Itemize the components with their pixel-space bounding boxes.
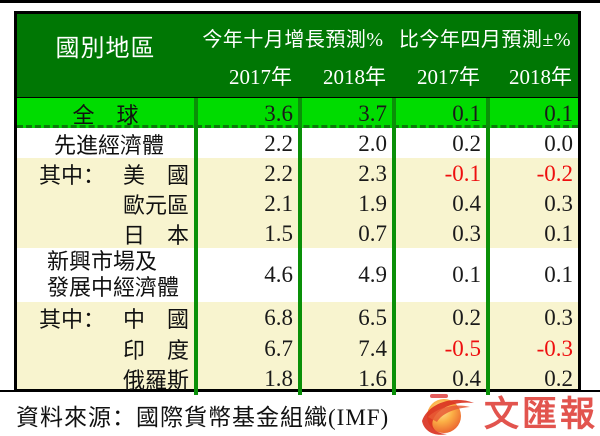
sun-swoosh-icon	[421, 399, 474, 435]
table-row: 日 本 1.5 0.7 0.3 0.1	[17, 218, 578, 250]
value-cell: 0.0	[486, 128, 578, 160]
region-name: 中 國	[122, 307, 189, 332]
value-cell: 0.7	[298, 218, 392, 250]
region-cell: 俄羅斯	[122, 368, 189, 393]
value-cell: 4.6	[194, 248, 298, 302]
value-cell: -0.1	[392, 158, 486, 190]
source-text: 資料來源：國際貨幣基金組織(IMF)	[16, 405, 390, 430]
region-cell: 其中： 美 國	[17, 158, 194, 190]
header-region-label: 國別地區	[55, 36, 156, 62]
top-rule	[0, 0, 600, 3]
value-cell: 0.1	[486, 218, 578, 250]
imf-forecast-table: 國別地區 今年十月增長預測% 比今年四月預測±% 2017年 2018年 201…	[14, 11, 581, 395]
table-row: 俄羅斯 1.8 1.6 0.4 0.2	[17, 363, 578, 395]
value-cell: 2.0	[298, 128, 392, 160]
value-cell: 6.8	[194, 302, 298, 334]
region-cell: 全 球	[72, 103, 139, 128]
region-cell: 其中： 中 國	[17, 302, 194, 334]
value-cell: 2.3	[298, 158, 392, 190]
value-cell: -0.3	[486, 333, 578, 365]
wenweipo-emblem-icon	[416, 393, 480, 436]
region-cell: 日 本	[122, 223, 189, 248]
value-cell: 2.2	[194, 128, 298, 160]
value-cell: 0.1	[486, 98, 578, 130]
value-cell: 0.1	[392, 248, 486, 302]
value-cell: 1.9	[298, 188, 392, 220]
table-row: 其中： 美 國 2.2 2.3 -0.1 -0.2	[17, 158, 578, 190]
value-cell: 0.2	[392, 128, 486, 160]
value-cell: 0.1	[392, 98, 486, 130]
value-cell: 0.4	[392, 188, 486, 220]
value-cell: 3.7	[298, 98, 392, 130]
table-row: 印 度 6.7 7.4 -0.5 -0.3	[17, 333, 578, 365]
header-year-2017-b: 2017年	[417, 65, 480, 89]
value-cell: 0.4	[392, 363, 486, 395]
value-cell: 0.2	[392, 302, 486, 334]
value-cell: -0.5	[392, 333, 486, 365]
value-cell: 1.6	[298, 363, 392, 395]
value-cell: 3.6	[194, 98, 298, 130]
region-prefix: 其中：	[39, 307, 106, 332]
region-cell: 新興市場及 發展中經濟體	[17, 248, 194, 302]
region-cell: 印 度	[122, 338, 189, 363]
value-cell: 6.7	[194, 333, 298, 365]
header-year-2017-a: 2017年	[229, 65, 292, 89]
value-cell: 1.5	[194, 218, 298, 250]
value-cell: 0.2	[486, 363, 578, 395]
value-cell: 7.4	[298, 333, 392, 365]
table-row: 新興市場及 發展中經濟體 4.6 4.9 0.1 0.1	[17, 248, 578, 302]
region-cell: 歐元區	[122, 193, 189, 218]
wenweipo-logo: 文匯報	[416, 393, 600, 436]
table-row: 先進經濟體 2.2 2.0 0.2 0.0	[17, 128, 578, 160]
table-row: 歐元區 2.1 1.9 0.4 0.3	[17, 188, 578, 220]
table-header: 國別地區 今年十月增長預測% 比今年四月預測±% 2017年 2018年 201…	[17, 14, 578, 98]
value-cell: -0.2	[486, 158, 578, 190]
header-year-2018-a: 2018年	[323, 65, 386, 89]
region-name-line2: 發展中經濟體	[47, 275, 180, 300]
value-cell: 1.8	[194, 363, 298, 395]
value-cell: 0.3	[486, 302, 578, 334]
value-cell: 0.1	[486, 248, 578, 302]
value-cell: 2.2	[194, 158, 298, 190]
table-row: 全 球 3.6 3.7 0.1 0.1	[17, 98, 578, 130]
wenweipo-logo-text: 文匯報	[483, 395, 598, 434]
value-cell: 0.3	[392, 218, 486, 250]
region-prefix: 其中：	[39, 163, 106, 188]
header-year-2018-b: 2018年	[509, 65, 572, 89]
value-cell: 0.3	[486, 188, 578, 220]
table-row: 其中： 中 國 6.8 6.5 0.2 0.3	[17, 302, 578, 334]
value-cell: 6.5	[298, 302, 392, 334]
value-cell: 2.1	[194, 188, 298, 220]
region-name: 美 國	[122, 163, 189, 188]
value-cell: 4.9	[298, 248, 392, 302]
region-name-line1: 新興市場及	[47, 249, 158, 274]
emblem-small-mark	[429, 394, 448, 398]
region-cell: 先進經濟體	[54, 133, 165, 158]
header-group-vs-april: 比今年四月預測±%	[398, 28, 572, 51]
header-group-october-forecast: 今年十月增長預測%	[202, 28, 384, 51]
table-body: 全 球 3.6 3.7 0.1 0.1 先進經濟體 2.2 2.0 0.2 0.0 其中：美 國 2.…	[17, 98, 578, 395]
header-region-cell: 國別地區	[17, 14, 194, 97]
